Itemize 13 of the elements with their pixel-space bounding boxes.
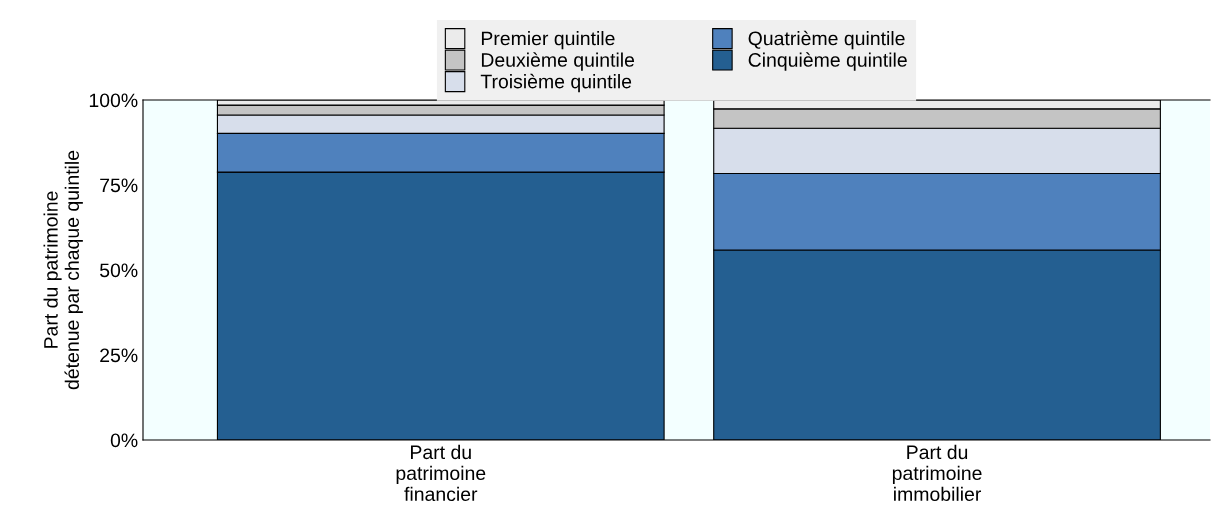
y-tick-label: 0% [110, 433, 138, 448]
y-tick-label: 25% [100, 348, 138, 363]
y-axis-title: Part du patrimoine détenue par chaque quintile [43, 150, 83, 390]
legend-label: Cinquième quintile [748, 52, 907, 71]
legend-label: Troisième quintile [480, 73, 632, 93]
legend-label: Quatrième quintile [748, 30, 905, 50]
y-tick-label: 50% [100, 263, 138, 278]
legend-label: Premier quintile [481, 31, 615, 50]
x-tick-label: Part du patrimoine immobilier [892, 444, 982, 502]
y-tick-label: 100% [89, 93, 138, 108]
y-tick-label: 75% [100, 178, 138, 193]
legend-label: Deuxième quintile [481, 52, 635, 71]
x-tick-label: Part du patrimoine financier [396, 444, 486, 502]
